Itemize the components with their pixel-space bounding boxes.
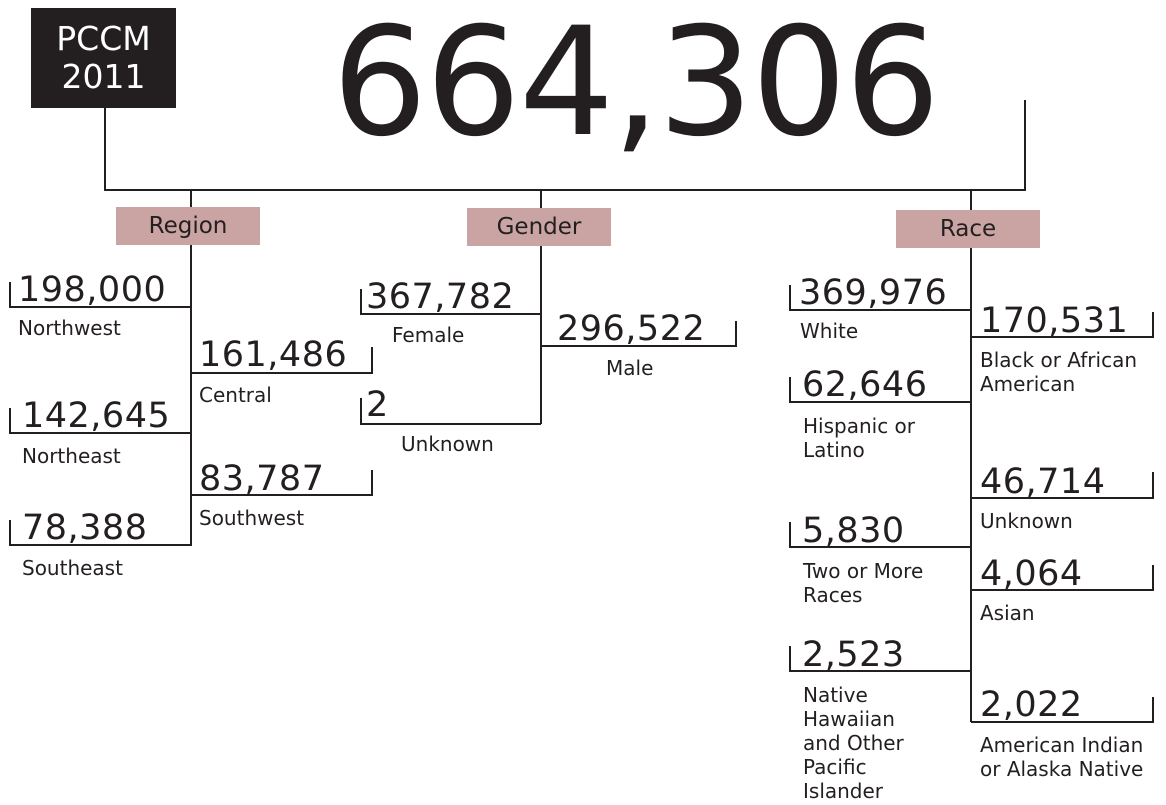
- race-unknown-value: 46,714: [980, 462, 1106, 502]
- central-label: Central: [199, 383, 272, 407]
- race-header: Race: [896, 210, 1040, 248]
- asian-value: 4,064: [980, 554, 1083, 594]
- northwest-label: Northwest: [18, 316, 121, 340]
- southwest-value: 83,787: [199, 459, 325, 499]
- two-or-more-value: 5,830: [802, 511, 905, 551]
- hispanic-bracket: [789, 377, 971, 403]
- female-label: Female: [392, 323, 465, 347]
- black-label: Black or African American: [980, 348, 1138, 396]
- badge-line-2: 2011: [61, 57, 146, 96]
- asian-bracket: [971, 565, 1154, 591]
- gender-unknown-value: 2: [366, 385, 389, 425]
- white-bracket: [789, 285, 971, 311]
- hispanic-label: Hispanic or Latino: [803, 414, 916, 462]
- male-bracket: [541, 321, 737, 347]
- southeast-bracket: [9, 520, 191, 546]
- pccm-2011-badge: PCCM 2011: [31, 8, 176, 108]
- southeast-label: Southeast: [22, 556, 123, 580]
- gender-unknown-bracket: [360, 398, 541, 425]
- two-or-more-bracket: [789, 522, 971, 548]
- male-value: 296,522: [557, 309, 706, 349]
- male-label: Male: [606, 356, 654, 380]
- american-indian-label: American Indian or Alaska Native: [980, 733, 1144, 781]
- female-value: 367,782: [366, 277, 515, 317]
- female-bracket: [360, 289, 541, 315]
- native-hawaiian-value: 2,523: [802, 635, 905, 675]
- southwest-label: Southwest: [199, 506, 305, 530]
- american-indian-bracket: [971, 697, 1154, 723]
- race-unknown-bracket: [971, 472, 1154, 499]
- northeast-value: 142,645: [22, 396, 171, 436]
- top-bracket: [104, 100, 1026, 191]
- native-hawaiian-bracket: [789, 646, 971, 672]
- badge-line-1: PCCM: [56, 19, 151, 58]
- black-value: 170,531: [980, 301, 1129, 341]
- black-bracket: [971, 312, 1154, 338]
- northeast-label: Northeast: [22, 444, 121, 468]
- asian-label: Asian: [980, 601, 1035, 625]
- total-count: 664,306: [332, 0, 940, 170]
- central-bracket: [191, 347, 373, 374]
- white-value: 369,976: [799, 273, 948, 313]
- american-indian-value: 2,022: [980, 685, 1083, 725]
- gender-unknown-label: Unknown: [401, 432, 494, 456]
- native-hawaiian-label: Native Hawaiian and Other Pacific Island…: [803, 683, 904, 803]
- northwest-bracket: [9, 282, 191, 308]
- central-value: 161,486: [199, 335, 348, 375]
- region-header: Region: [116, 207, 260, 245]
- gender-header: Gender: [467, 208, 611, 246]
- northeast-bracket: [9, 408, 191, 434]
- race-unknown-label: Unknown: [980, 509, 1073, 533]
- southeast-value: 78,388: [22, 508, 148, 548]
- southwest-bracket: [191, 470, 373, 496]
- white-label: White: [800, 319, 859, 343]
- hispanic-value: 62,646: [802, 365, 928, 405]
- two-or-more-label: Two or More Races: [803, 559, 924, 607]
- northwest-value: 198,000: [18, 270, 167, 310]
